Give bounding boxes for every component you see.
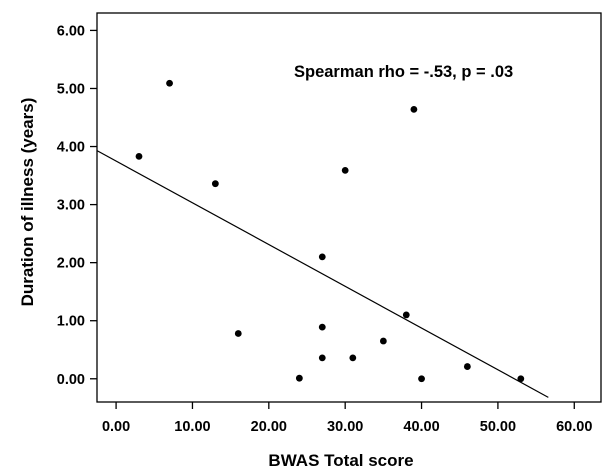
data-point [166,79,173,87]
y-tick-label: 3.00 [57,198,85,214]
y-tick-label: 0.00 [57,372,85,388]
x-tick-label: 30.00 [327,419,363,435]
y-axis-ticks: 0.00 1.00 2.00 3.00 4.00 5.00 6.00 [57,23,97,388]
data-point [234,330,242,337]
x-tick-label: 0.00 [102,419,130,435]
x-tick-label: 40.00 [403,419,439,435]
y-axis-label: Duration of illness (years) [18,98,37,307]
plot-area-border [96,12,602,403]
x-tick-label: 60.00 [556,419,592,435]
data-point [211,180,219,188]
data-point [379,337,387,345]
y-tick-label: 1.00 [57,314,85,330]
data-point [341,166,349,174]
data-point [463,363,471,370]
data-point [295,374,303,382]
y-tick-label: 6.00 [57,23,85,39]
data-points [135,79,525,383]
data-point [135,153,143,160]
data-point [318,253,326,261]
data-point [418,375,425,383]
x-tick-label: 50.00 [480,419,516,435]
correlation-annotation: Spearman rho = -.53, p = .03 [294,63,513,81]
x-axis-ticks: 0.00 10.00 20.00 30.00 40.00 50.00 60.00 [102,402,592,435]
data-point [410,105,418,113]
regression-line-group [96,150,549,398]
data-point [402,311,410,319]
x-tick-label: 10.00 [174,419,210,435]
data-point [349,354,357,362]
x-tick-label: 20.00 [251,419,287,435]
y-tick-label: 4.00 [57,140,85,156]
data-point [517,375,525,383]
y-tick-label: 5.00 [57,81,85,97]
data-point [318,354,326,362]
data-point [318,323,326,331]
plot-frame [96,12,602,403]
y-tick-label: 2.00 [57,256,85,272]
regression-line [96,150,549,398]
x-axis-label: BWAS Total score [268,451,413,470]
